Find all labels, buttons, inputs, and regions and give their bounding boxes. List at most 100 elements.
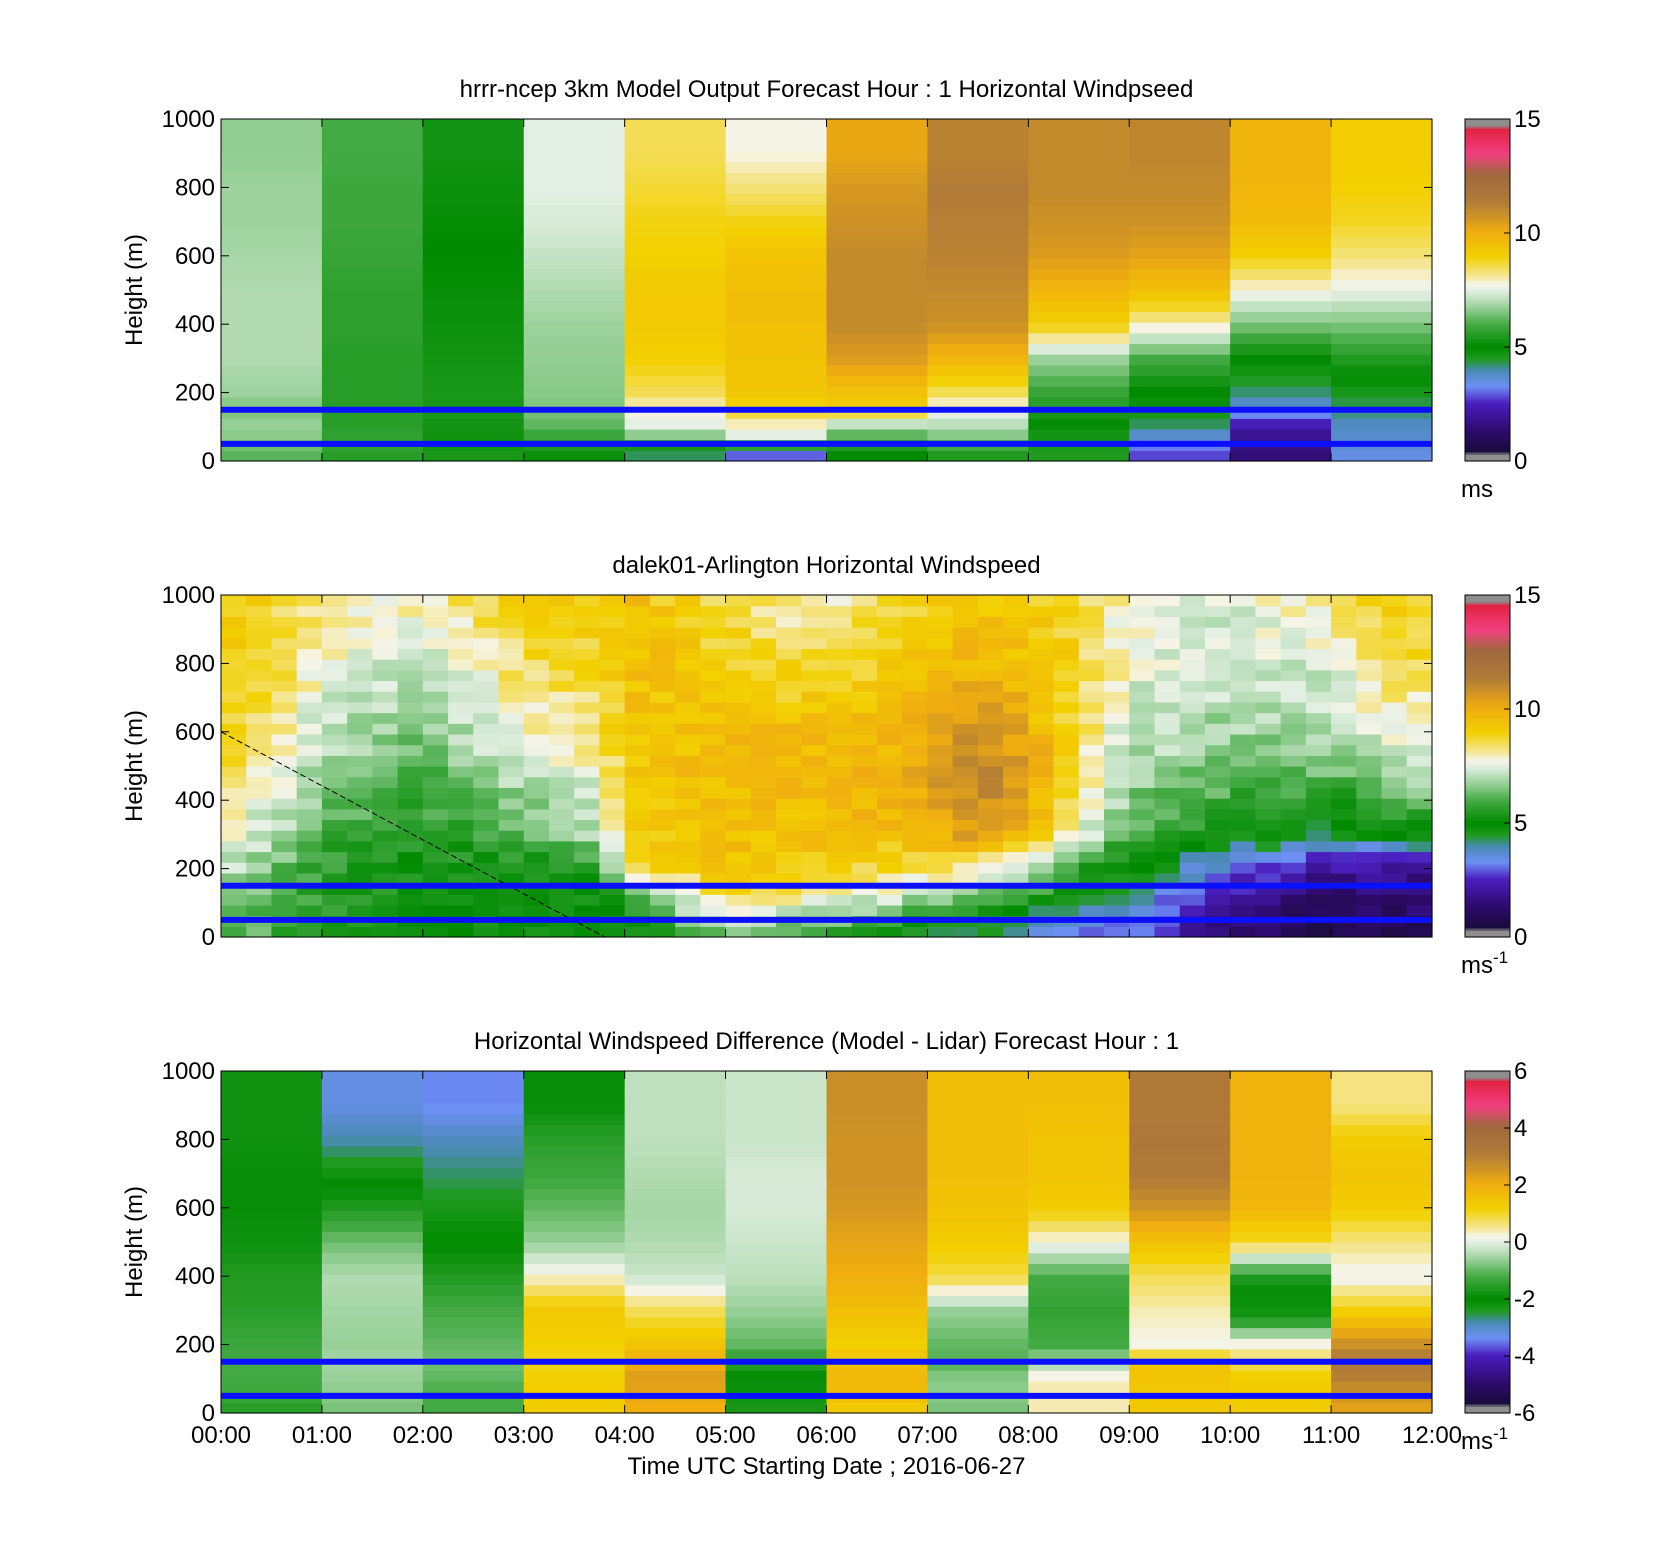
heatmap-cell bbox=[952, 872, 979, 885]
heatmap-cell bbox=[448, 701, 474, 714]
heatmap-cell bbox=[321, 691, 348, 703]
colorbar-segment bbox=[1465, 1239, 1510, 1243]
colorbar-segment bbox=[1465, 604, 1510, 607]
heatmap-cell bbox=[1078, 595, 1105, 607]
colorbar-segment bbox=[1465, 1230, 1510, 1234]
heatmap-cell bbox=[1230, 680, 1256, 692]
heatmap-cell bbox=[851, 808, 878, 821]
heatmap-cell bbox=[1129, 1359, 1231, 1371]
heatmap-cell bbox=[927, 1135, 1029, 1147]
heatmap-cell bbox=[826, 744, 853, 756]
heatmap-cell bbox=[1003, 605, 1029, 617]
colorbar-segment bbox=[1465, 1353, 1510, 1357]
colorbar-segment bbox=[1465, 447, 1510, 451]
heatmap-cell bbox=[321, 1402, 424, 1414]
heatmap-cell bbox=[725, 1316, 828, 1329]
heatmap-cell bbox=[1179, 680, 1206, 692]
heatmap-cell bbox=[1305, 798, 1332, 810]
heatmap-cell bbox=[1331, 204, 1433, 216]
heatmap-cell bbox=[448, 744, 474, 756]
heatmap-cell bbox=[1230, 808, 1256, 821]
heatmap-cell bbox=[1129, 225, 1231, 238]
heatmap-cell bbox=[221, 1274, 323, 1286]
colorbar-segment bbox=[1465, 397, 1510, 401]
heatmap-cell bbox=[675, 680, 701, 692]
heatmap-cell bbox=[1230, 723, 1256, 735]
heatmap-cell bbox=[1280, 851, 1307, 863]
heatmap-cell bbox=[725, 648, 752, 660]
heatmap-cell bbox=[1255, 851, 1282, 863]
colorbar-segment bbox=[1465, 747, 1510, 751]
colorbar-segment bbox=[1465, 440, 1510, 444]
heatmap-cell bbox=[321, 279, 424, 291]
heatmap-cell bbox=[876, 595, 903, 607]
heatmap-cell bbox=[776, 830, 802, 842]
colorbar-segment bbox=[1465, 344, 1510, 348]
heatmap-cell bbox=[397, 883, 424, 895]
heatmap-cell bbox=[1028, 1103, 1130, 1115]
colorbar-segment bbox=[1465, 843, 1510, 847]
heatmap-cell bbox=[927, 1209, 1029, 1222]
heatmap-cell bbox=[725, 1092, 828, 1104]
reference-lines bbox=[221, 406, 1432, 447]
heatmap-cell bbox=[1356, 701, 1383, 714]
heatmap-cell bbox=[1305, 744, 1332, 756]
heatmap-cell bbox=[1280, 883, 1307, 895]
heatmap-cell bbox=[473, 904, 500, 917]
heatmap-cell bbox=[1230, 129, 1332, 141]
heatmap-cell bbox=[321, 172, 424, 184]
heatmap-cell bbox=[624, 755, 651, 767]
heatmap-cell bbox=[1129, 648, 1156, 660]
heatmap-cell bbox=[1230, 1177, 1332, 1190]
heatmap-cell bbox=[826, 1156, 929, 1168]
heatmap-cell bbox=[826, 343, 929, 355]
heatmap-cell bbox=[498, 840, 525, 853]
colorbar-segment bbox=[1465, 624, 1510, 628]
heatmap-cell bbox=[952, 798, 979, 810]
heatmap-cell bbox=[902, 808, 929, 821]
heatmap-cell bbox=[624, 247, 727, 259]
heatmap-cell bbox=[422, 1284, 525, 1297]
colorbar-segment bbox=[1465, 372, 1510, 375]
heatmap-cell bbox=[1003, 808, 1029, 821]
heatmap-cell bbox=[372, 755, 399, 767]
colorbar-segment bbox=[1465, 1109, 1510, 1113]
heatmap-cell bbox=[902, 926, 929, 938]
colorbar-segment bbox=[1465, 130, 1510, 134]
heatmap-cell bbox=[902, 894, 929, 906]
heatmap-cell bbox=[1406, 755, 1433, 767]
colorbar-segment bbox=[1465, 683, 1510, 687]
heatmap-cell bbox=[498, 798, 525, 810]
heatmap-cell bbox=[321, 701, 348, 714]
colorbar-segment bbox=[1465, 861, 1510, 865]
heatmap-cell bbox=[321, 926, 348, 938]
heatmap-cell bbox=[321, 605, 348, 617]
colorbar-segment bbox=[1465, 1317, 1510, 1321]
heatmap-cell bbox=[1129, 1220, 1231, 1232]
heatmap-cell bbox=[1154, 894, 1181, 906]
heatmap-cell bbox=[1230, 215, 1332, 227]
heatmap-cell bbox=[826, 1081, 929, 1093]
heatmap-cell bbox=[1028, 872, 1055, 885]
colorbar-segment bbox=[1465, 299, 1510, 302]
heatmap-cell bbox=[246, 904, 273, 917]
heatmap-cell bbox=[422, 894, 449, 906]
heatmap-cell bbox=[1331, 862, 1357, 874]
heatmap-cell bbox=[977, 648, 1004, 660]
colorbar-segment bbox=[1465, 629, 1510, 633]
heatmap-cell bbox=[397, 723, 424, 735]
heatmap-cell bbox=[221, 172, 323, 184]
heatmap-cell bbox=[1331, 1124, 1433, 1136]
heatmap-cell bbox=[1078, 904, 1105, 917]
colorbar-segment bbox=[1465, 870, 1510, 874]
colorbar-segment bbox=[1465, 677, 1510, 680]
colorbar-segment bbox=[1465, 599, 1510, 603]
heatmap-cell bbox=[1104, 766, 1130, 778]
colorbar-segment bbox=[1465, 253, 1510, 257]
heatmap-cell bbox=[649, 733, 676, 746]
heatmap-cell bbox=[422, 1081, 525, 1093]
heatmap-cell bbox=[851, 776, 878, 788]
heatmap-cell bbox=[221, 407, 323, 419]
heatmap-cell bbox=[675, 830, 701, 842]
heatmap-cell bbox=[675, 637, 701, 650]
